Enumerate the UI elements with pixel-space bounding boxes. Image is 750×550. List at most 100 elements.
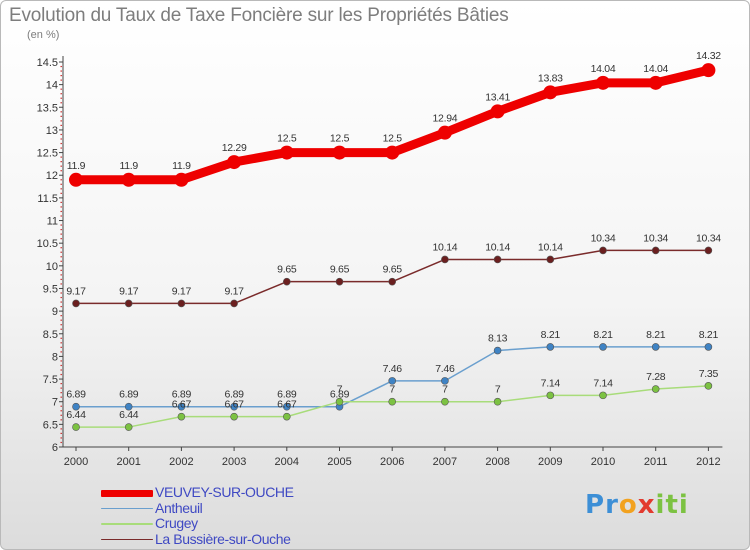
data-label: 9.65 xyxy=(277,264,297,276)
y-minor-tick xyxy=(60,251,62,253)
data-label: 10.34 xyxy=(696,232,721,244)
y-minor-tick xyxy=(60,120,62,122)
y-tick-label: 6 xyxy=(52,442,58,454)
data-point xyxy=(437,125,452,140)
data-label: 7.46 xyxy=(435,363,455,375)
x-tick-label: 2011 xyxy=(644,456,668,468)
data-point xyxy=(124,299,133,308)
data-label: 8.21 xyxy=(646,329,666,341)
y-minor-tick xyxy=(60,432,62,435)
y-minor-tick xyxy=(60,111,62,113)
y-minor-tick xyxy=(60,188,62,190)
data-label: 10.34 xyxy=(643,232,668,244)
data-label: 10.14 xyxy=(538,241,563,253)
data-label: 12.29 xyxy=(222,142,247,154)
legend-label: La Bussière-sur-Ouche xyxy=(155,530,291,547)
y-minor-tick xyxy=(60,165,62,167)
x-tick-label: 2007 xyxy=(433,456,457,468)
y-minor-tick xyxy=(60,360,62,362)
y-tick-label: 10.5 xyxy=(37,238,58,250)
y-minor-tick xyxy=(60,283,62,285)
y-minor-tick xyxy=(60,142,62,145)
data-point xyxy=(177,412,186,421)
data-label: 10.14 xyxy=(485,241,510,253)
data-point xyxy=(177,402,186,411)
data-label: 6.89 xyxy=(224,389,244,401)
logo-letter: t xyxy=(665,490,679,520)
data-point xyxy=(599,246,607,255)
y-minor-tick xyxy=(60,441,62,444)
y-minor-tick xyxy=(60,351,62,353)
y-minor-tick xyxy=(60,428,62,430)
data-label: 9.17 xyxy=(119,285,139,297)
y-minor-tick xyxy=(60,414,62,416)
data-label: 9.17 xyxy=(172,285,192,297)
x-tick-label: 2010 xyxy=(591,456,615,468)
series-line xyxy=(71,65,713,185)
y-minor-tick xyxy=(60,210,62,213)
y-minor-tick xyxy=(60,392,62,394)
data-point xyxy=(72,299,80,308)
data-label: 7.46 xyxy=(383,363,403,375)
data-label: 8.21 xyxy=(593,329,613,341)
data-label: 12.5 xyxy=(383,133,403,145)
data-label: 7.14 xyxy=(593,377,613,389)
y-minor-tick xyxy=(60,292,62,294)
data-label: 6.89 xyxy=(66,389,86,401)
y-minor-tick xyxy=(60,179,62,181)
x-tick-label: 2008 xyxy=(485,456,509,468)
y-minor-tick xyxy=(60,324,62,326)
data-point xyxy=(493,255,502,264)
data-point xyxy=(335,397,344,406)
y-tick-label: 14 xyxy=(46,80,58,92)
data-point xyxy=(282,277,291,286)
y-minor-tick xyxy=(60,437,62,439)
y-minor-tick xyxy=(60,70,62,72)
y-minor-tick xyxy=(60,238,62,240)
y-minor-tick xyxy=(60,206,62,208)
data-point xyxy=(177,299,186,308)
y-minor-tick xyxy=(60,156,62,158)
data-label: 12.5 xyxy=(277,133,297,145)
x-tick-label: 2000 xyxy=(64,456,88,468)
data-point xyxy=(546,255,555,264)
y-tick-label: 13 xyxy=(46,125,58,137)
y-minor-tick xyxy=(60,319,62,321)
y-minor-tick xyxy=(60,305,62,308)
y-minor-tick xyxy=(60,247,62,249)
data-label: 13.41 xyxy=(485,91,510,103)
x-tick-label: 2006 xyxy=(380,456,404,468)
y-minor-tick xyxy=(60,364,62,367)
data-point xyxy=(72,423,80,431)
y-minor-tick xyxy=(60,269,62,271)
data-point xyxy=(651,343,660,351)
y-tick-label: 13.5 xyxy=(37,102,58,114)
data-label: 8.13 xyxy=(488,333,508,345)
data-label: 6.89 xyxy=(119,389,139,401)
x-tick-label: 2002 xyxy=(169,456,193,468)
y-minor-tick xyxy=(60,260,62,262)
y-tick-label: 8 xyxy=(52,351,58,363)
data-point xyxy=(490,104,505,119)
x-tick-label: 2005 xyxy=(327,456,351,468)
data-label: 7 xyxy=(389,384,395,396)
data-point xyxy=(704,246,713,255)
proxiti-logo: Proxiti xyxy=(585,490,689,520)
data-point xyxy=(648,75,663,90)
data-label: 11.9 xyxy=(67,160,86,172)
data-point xyxy=(493,346,502,355)
y-tick-label: 9 xyxy=(52,306,58,318)
legend-label: VEUVEY-SUR-OUCHE xyxy=(155,484,294,500)
data-point xyxy=(279,145,294,160)
y-minor-tick xyxy=(60,201,62,204)
data-label: 6.89 xyxy=(172,389,192,401)
logo-letter: P xyxy=(585,490,606,520)
data-point xyxy=(121,172,136,187)
y-tick-label: 7 xyxy=(52,397,58,409)
data-label: 12.5 xyxy=(330,133,350,145)
y-minor-tick xyxy=(60,74,62,77)
y-minor-tick xyxy=(60,170,62,172)
data-label: 12.94 xyxy=(433,113,458,125)
